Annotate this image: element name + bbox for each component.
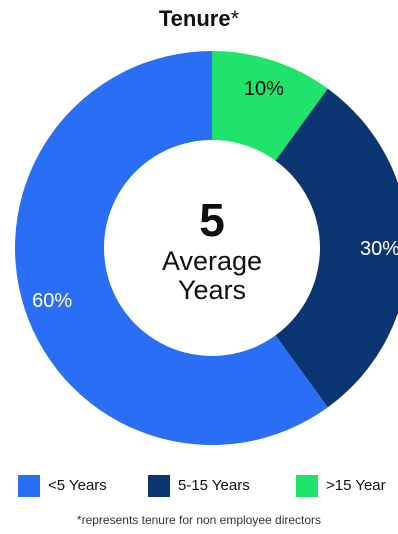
- chart-title-asterisk: *: [230, 6, 240, 31]
- chart-title: Tenure*: [0, 4, 398, 34]
- legend-item-over-15-year: >15 Year: [296, 474, 386, 498]
- legend-item-5-15-years: 5-15 Years: [148, 474, 250, 498]
- data-label-under-5-years: 60%: [32, 290, 72, 312]
- center-value: 5: [199, 194, 225, 246]
- footnote: *represents tenure for non employee dire…: [76, 513, 322, 527]
- donut-hole: [104, 140, 320, 356]
- legend-swatch-5-15-years: [148, 475, 170, 497]
- data-label-5-15-years: 30%: [360, 238, 398, 260]
- legend-label-5-15-years: 5-15 Years: [178, 477, 250, 494]
- center-label-years: Years: [178, 275, 246, 305]
- slice-labels: 10% 30% 60%: [32, 78, 398, 312]
- legend-swatch-over-15-year: [296, 475, 318, 497]
- legend-label-under-5-years: <5 Years: [48, 477, 107, 494]
- legend-swatch-under-5-years: [18, 475, 40, 497]
- center-label-average: Average: [162, 246, 262, 276]
- legend-label-over-15-year: >15 Year: [326, 477, 386, 494]
- data-label-over-15-year: 10%: [244, 78, 284, 100]
- chart-title-main: Tenure: [158, 6, 231, 31]
- legend-item-under-5-years: <5 Years: [18, 474, 107, 498]
